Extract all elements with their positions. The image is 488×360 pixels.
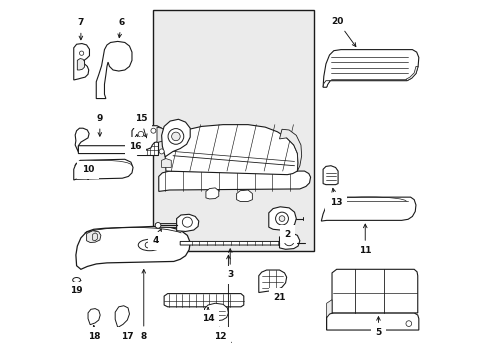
Polygon shape <box>76 226 190 269</box>
Polygon shape <box>93 233 97 241</box>
Text: 19: 19 <box>69 286 82 295</box>
Polygon shape <box>321 197 415 221</box>
Polygon shape <box>205 188 218 199</box>
Bar <box>153 10 313 251</box>
Text: 2: 2 <box>283 230 290 239</box>
Polygon shape <box>157 127 165 143</box>
Circle shape <box>171 132 180 141</box>
Circle shape <box>284 236 294 246</box>
Circle shape <box>275 212 288 225</box>
Circle shape <box>159 149 164 154</box>
Text: 14: 14 <box>202 308 214 323</box>
Polygon shape <box>96 41 132 99</box>
Polygon shape <box>331 269 417 313</box>
Ellipse shape <box>138 239 161 251</box>
Polygon shape <box>236 190 252 202</box>
Polygon shape <box>323 81 329 87</box>
Text: 15: 15 <box>134 114 147 138</box>
Circle shape <box>152 243 156 247</box>
Bar <box>137 141 158 155</box>
Text: 8: 8 <box>141 270 146 341</box>
Polygon shape <box>204 321 215 324</box>
Text: 17: 17 <box>121 328 133 341</box>
Text: 1: 1 <box>225 255 231 345</box>
Polygon shape <box>323 50 418 87</box>
Text: 16: 16 <box>129 135 142 150</box>
Polygon shape <box>162 119 190 157</box>
Polygon shape <box>164 294 244 307</box>
Circle shape <box>182 217 192 227</box>
Polygon shape <box>88 309 100 325</box>
Text: 9: 9 <box>97 114 103 136</box>
Polygon shape <box>323 166 337 185</box>
Circle shape <box>80 51 83 55</box>
Text: 10: 10 <box>81 166 94 179</box>
Text: 11: 11 <box>358 224 371 255</box>
Polygon shape <box>279 129 301 171</box>
Ellipse shape <box>73 278 81 283</box>
Polygon shape <box>180 242 297 245</box>
Polygon shape <box>75 128 89 152</box>
Circle shape <box>155 222 161 228</box>
Circle shape <box>279 216 285 221</box>
Polygon shape <box>326 313 418 330</box>
Text: 5: 5 <box>375 317 381 337</box>
Polygon shape <box>162 158 171 167</box>
Text: 20: 20 <box>330 17 355 46</box>
Polygon shape <box>258 270 286 293</box>
Circle shape <box>151 128 156 133</box>
Text: 7: 7 <box>78 18 84 40</box>
Polygon shape <box>86 231 101 243</box>
Polygon shape <box>176 214 198 231</box>
Polygon shape <box>165 125 298 175</box>
Circle shape <box>405 321 411 327</box>
Text: 12: 12 <box>214 325 226 341</box>
Polygon shape <box>78 146 147 154</box>
Text: 4: 4 <box>152 229 161 245</box>
Polygon shape <box>159 171 310 192</box>
Text: 18: 18 <box>88 325 101 341</box>
Text: 6: 6 <box>118 18 124 38</box>
Polygon shape <box>74 44 89 80</box>
Polygon shape <box>326 300 331 330</box>
Polygon shape <box>279 233 299 249</box>
Circle shape <box>168 129 183 144</box>
Polygon shape <box>115 306 129 327</box>
Polygon shape <box>204 303 228 321</box>
Circle shape <box>145 242 151 248</box>
Polygon shape <box>77 59 84 70</box>
Polygon shape <box>268 207 296 230</box>
Text: 13: 13 <box>329 188 342 207</box>
Polygon shape <box>405 66 417 81</box>
Text: 21: 21 <box>273 293 285 302</box>
Polygon shape <box>132 126 164 150</box>
Polygon shape <box>74 159 133 180</box>
Circle shape <box>138 131 143 137</box>
Text: 3: 3 <box>226 249 233 279</box>
Polygon shape <box>156 224 190 228</box>
